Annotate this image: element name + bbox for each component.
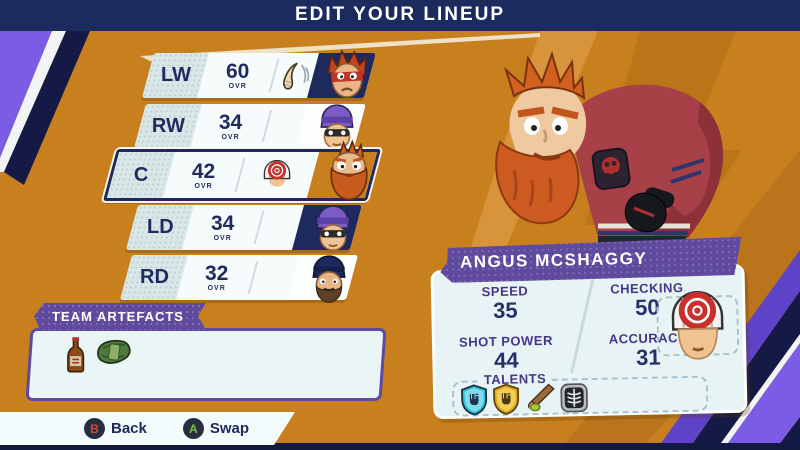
lineup-row-bar: LW 60 OVR	[141, 53, 377, 98]
swap-button[interactable]: A Swap	[182, 418, 250, 439]
ovr-label: OVR	[207, 285, 227, 292]
b-button-icon: B	[84, 418, 105, 439]
player-avatar-rd-icon	[312, 255, 346, 303]
jersey-skull-logo	[591, 147, 631, 190]
ovr-label: OVR	[228, 83, 248, 90]
lineup-row-ld[interactable]: LD 34 OVR	[125, 205, 363, 251]
player-avatar-ld-icon	[316, 205, 350, 251]
position-label: LW	[160, 64, 191, 86]
ovr-cell: 34 OVR	[182, 205, 264, 250]
ovr-value: 42	[192, 159, 216, 183]
stat-value: 44	[493, 347, 519, 373]
ovr-cell: 34 OVR	[190, 104, 272, 148]
target-helmet-icon	[263, 159, 291, 187]
position-label: RW	[151, 114, 185, 137]
page-title: EDIT YOUR LINEUP	[294, 4, 506, 25]
position-label: RD	[139, 266, 169, 288]
team-artefacts-panel	[25, 328, 387, 401]
hockey-stick-swing-icon	[282, 61, 310, 90]
team-artefacts-ribbon: TEAM ARTEFACTS	[34, 303, 206, 330]
fist-shield-gold-icon[interactable]	[492, 383, 521, 415]
head	[495, 50, 587, 225]
player-artwork	[495, 50, 724, 260]
stick-lime-icon[interactable]	[524, 383, 557, 415]
back-button[interactable]: B Back	[84, 418, 147, 439]
lineup-row-lw[interactable]: LW 60 OVR	[141, 48, 377, 98]
player-stats-panel: SPEED 35 CHECKING 50 SHOT POWER 44 ACCUR…	[430, 263, 748, 420]
a-button-icon: A	[182, 418, 204, 439]
team-artefacts-title: TEAM ARTEFACTS	[52, 309, 184, 324]
stat-speed: SPEED 35	[440, 282, 571, 324]
talent-icon-list	[460, 382, 589, 416]
swap-button-label: Swap	[209, 420, 250, 437]
ovr-label: OVR	[213, 235, 233, 242]
ovr-cell: 60 OVR	[197, 53, 278, 98]
bottom-strip	[0, 443, 800, 450]
fist-shield-cyan-icon[interactable]	[460, 384, 489, 416]
position-label: C	[133, 163, 149, 186]
ovr-label: OVR	[221, 133, 241, 141]
artefact-item-list	[66, 335, 134, 375]
stat-shot-power: SHOT POWER 44	[441, 332, 572, 374]
equipped-item-cell	[235, 152, 319, 198]
ovr-value: 34	[211, 212, 235, 235]
title-banner: EDIT YOUR LINEUP	[0, 0, 800, 31]
ovr-value: 34	[219, 110, 243, 134]
footer-bar: B Back A Swap	[0, 412, 295, 445]
ovr-cell: 42 OVR	[163, 152, 245, 198]
player-avatar-c-icon	[330, 139, 368, 201]
player-avatar-lw-icon	[327, 48, 367, 98]
player-name: ANGUS MCSHAGGY	[459, 248, 648, 272]
ovr-value: 60	[226, 60, 250, 83]
position-label: LD	[146, 216, 174, 238]
target-helmet-portrait-icon	[671, 291, 724, 360]
ovr-label: OVR	[194, 182, 214, 190]
ribcage-xray-icon[interactable]	[560, 382, 589, 414]
lineup-row-bar: C 42 OVR	[103, 149, 381, 201]
lineup-row-rd[interactable]: RD 32 OVR	[119, 255, 359, 303]
lineup-row-c[interactable]: C 42 OVR	[103, 139, 381, 201]
back-button-label: Back	[111, 420, 147, 437]
equipped-item-cell	[269, 53, 319, 98]
ovr-value: 32	[205, 262, 229, 285]
beer-bottle-icon[interactable]	[66, 335, 86, 375]
cash-bundle-icon[interactable]	[94, 335, 134, 369]
stat-value: 35	[492, 297, 518, 323]
ovr-cell: 32 OVR	[176, 255, 258, 300]
